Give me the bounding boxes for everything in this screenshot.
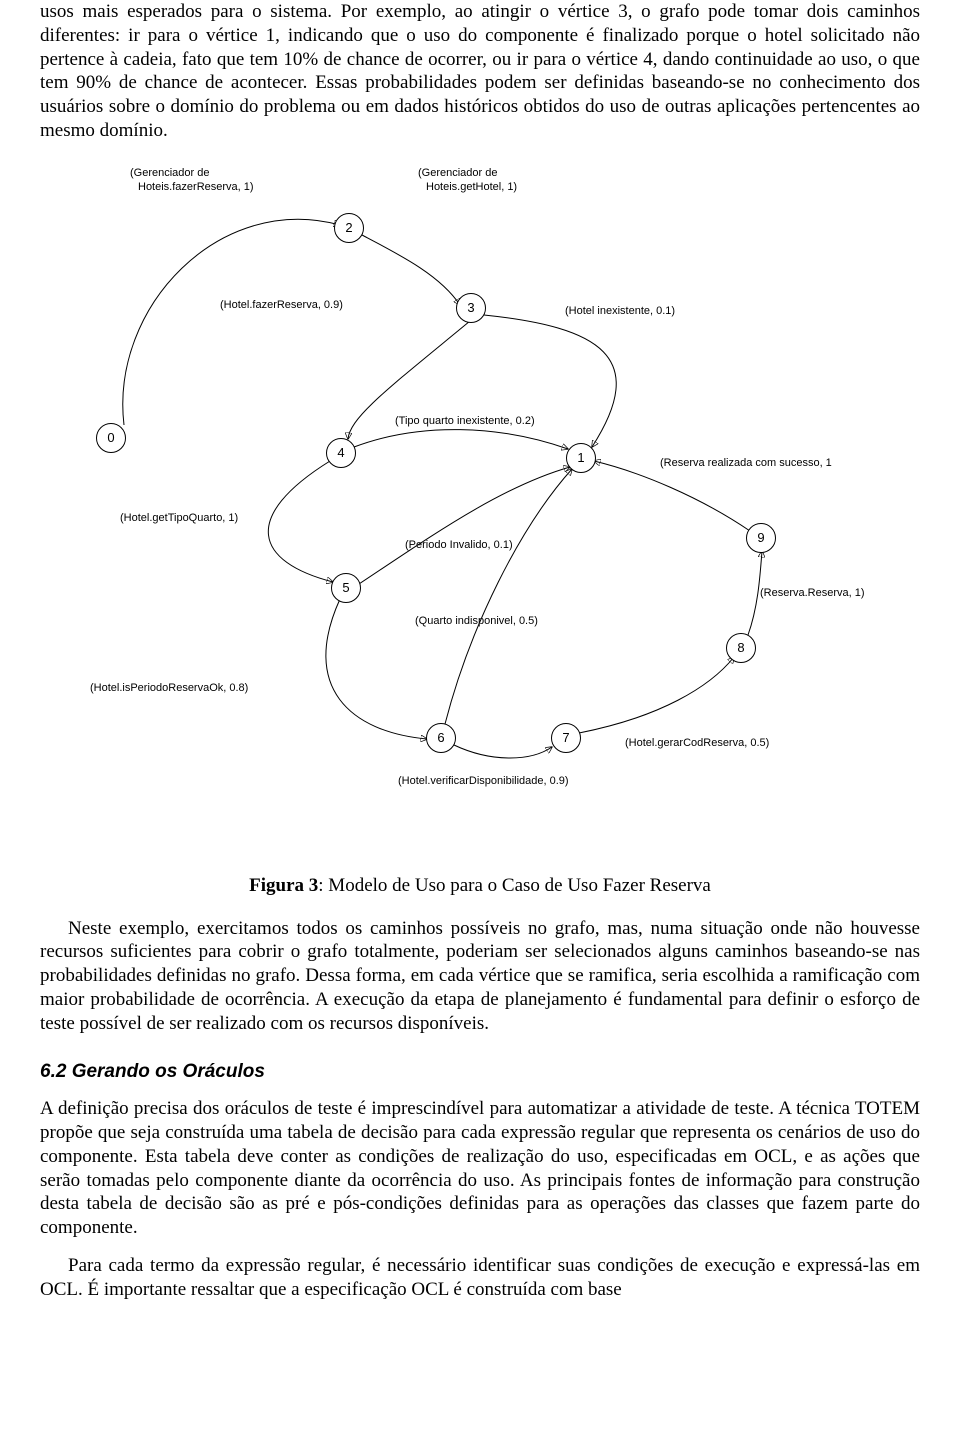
edge-label: (Gerenciador de <box>418 167 498 179</box>
edge-label: (Hotel.verificarDisponibilidade, 0.9) <box>398 775 569 787</box>
paragraph-3: A definição precisa dos oráculos de test… <box>40 1097 920 1240</box>
graph-node-1: 1 <box>566 443 596 473</box>
graph-node-5: 5 <box>331 573 361 603</box>
edge-9-1 <box>594 461 750 531</box>
edge-5-1 <box>359 467 570 584</box>
graph-node-4: 4 <box>326 438 356 468</box>
edge-label: (Periodo Invalido, 0.1) <box>405 539 513 551</box>
paragraph-2: Neste exemplo, exercitamos todos os cami… <box>40 917 920 1036</box>
edge-6-7 <box>454 745 552 758</box>
graph-node-8: 8 <box>726 633 756 663</box>
edge-label: (Reserva.Reserva, 1) <box>760 587 865 599</box>
caption-text: : Modelo de Uso para o Caso de Uso Fazer… <box>318 875 711 896</box>
edge-label: (Hotel.gerarCodReserva, 0.5) <box>625 737 769 749</box>
diagram-edges <box>40 157 920 857</box>
graph-node-6: 6 <box>426 723 456 753</box>
edge-5-6 <box>326 599 427 739</box>
edge-0-2 <box>123 219 340 425</box>
edge-label: (Hotel.isPeriodoReservaOk, 0.8) <box>90 682 248 694</box>
document-page: usos mais esperados para o sistema. Por … <box>0 0 960 1355</box>
graph-node-0: 0 <box>96 423 126 453</box>
edge-7-8 <box>579 657 734 733</box>
graph-node-9: 9 <box>746 523 776 553</box>
edge-label: (Gerenciador de <box>130 167 210 179</box>
edge-6-1 <box>445 469 572 724</box>
edge-label: (Tipo quarto inexistente, 0.2) <box>395 415 535 427</box>
figure-3-caption: Figura 3: Modelo de Uso para o Caso de U… <box>40 875 920 897</box>
caption-label: Figura 3 <box>249 875 318 896</box>
paragraph-1: usos mais esperados para o sistema. Por … <box>40 0 920 143</box>
graph-node-3: 3 <box>456 293 486 323</box>
edge-2-3 <box>362 235 460 305</box>
edge-label: Hoteis.getHotel, 1) <box>426 181 517 193</box>
edge-label: (Quarto indisponivel, 0.5) <box>415 615 538 627</box>
figure-3-diagram: (Gerenciador de Hoteis.fazerReserva, 1) (G… <box>40 157 920 857</box>
paragraph-4: Para cada termo da expressão regular, é … <box>40 1254 920 1302</box>
graph-node-2: 2 <box>334 213 364 243</box>
edge-4-1 <box>354 429 568 448</box>
edge-label: (Hotel.getTipoQuarto, 1) <box>120 512 238 524</box>
section-heading-6-2: 6.2 Gerando os Oráculos <box>40 1061 920 1083</box>
edge-label: Hoteis.fazerReserva, 1) <box>138 181 254 193</box>
edge-label: (Hotel inexistente, 0.1) <box>565 305 675 317</box>
edge-4-5 <box>268 461 333 582</box>
edge-label: (Reserva realizada com sucesso, 1 <box>660 457 832 469</box>
edge-label: (Hotel.fazerReserva, 0.9) <box>220 299 343 311</box>
edge-3-1 <box>484 315 616 447</box>
graph-node-7: 7 <box>551 723 581 753</box>
